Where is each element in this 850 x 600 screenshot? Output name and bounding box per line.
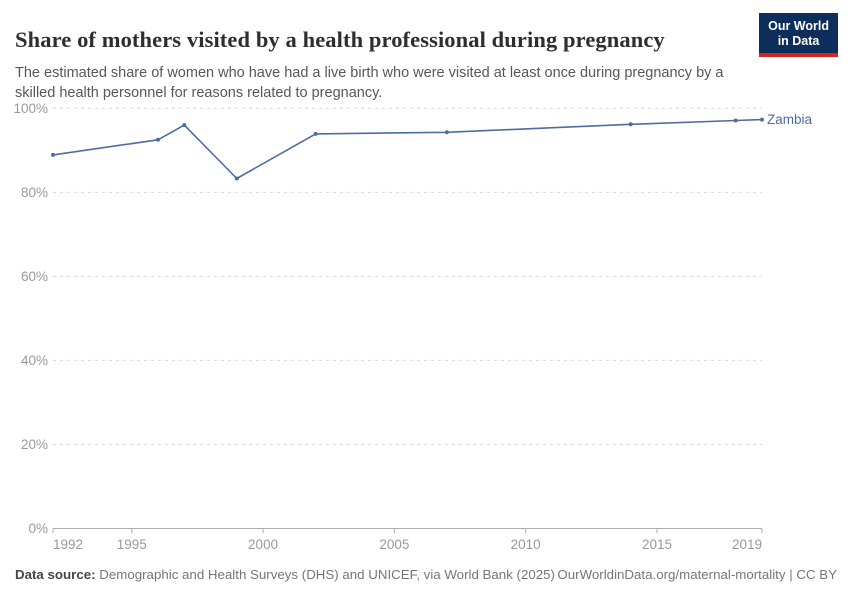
x-tick-label: 1992: [53, 537, 83, 552]
data-point: [234, 176, 239, 181]
data-point: [182, 123, 187, 128]
owid-logo-line1: Our World: [768, 19, 829, 33]
y-tick-label: 20%: [21, 437, 48, 452]
chart-footer: Data source: Demographic and Health Surv…: [15, 567, 837, 582]
x-tick-label: 2019: [732, 537, 762, 552]
owid-logo: Our World in Data: [759, 13, 838, 57]
y-tick-label: 60%: [21, 269, 48, 284]
data-point: [628, 122, 633, 127]
x-tick-label: 2010: [511, 537, 541, 552]
y-tick-label: 100%: [13, 101, 48, 116]
x-tick-label: 2015: [642, 537, 672, 552]
data-point: [313, 131, 318, 136]
y-tick-label: 40%: [21, 353, 48, 368]
data-point: [760, 117, 764, 122]
data-point: [51, 152, 55, 157]
data-point: [156, 137, 160, 142]
x-tick-label: 2005: [379, 537, 409, 552]
y-tick-label: 80%: [21, 185, 48, 200]
y-tick-label: 0%: [28, 521, 48, 536]
data-point: [733, 118, 738, 123]
data-source-label: Data source:: [15, 567, 96, 582]
data-line: [52, 118, 763, 180]
chart-subtitle: The estimated share of women who have ha…: [15, 64, 724, 101]
x-tick-label: 2000: [248, 537, 278, 552]
footer-attribution: OurWorldinData.org/maternal-mortality | …: [557, 567, 837, 582]
entity-label: Zambia: [767, 112, 813, 127]
owid-logo-line2: in Data: [777, 34, 820, 48]
x-tick-label: 1995: [117, 537, 147, 552]
data-point: [444, 130, 449, 135]
data-source-text: Data source: Demographic and Health Surv…: [15, 567, 555, 582]
page-title: Share of mothers visited by a health pro…: [15, 27, 665, 53]
